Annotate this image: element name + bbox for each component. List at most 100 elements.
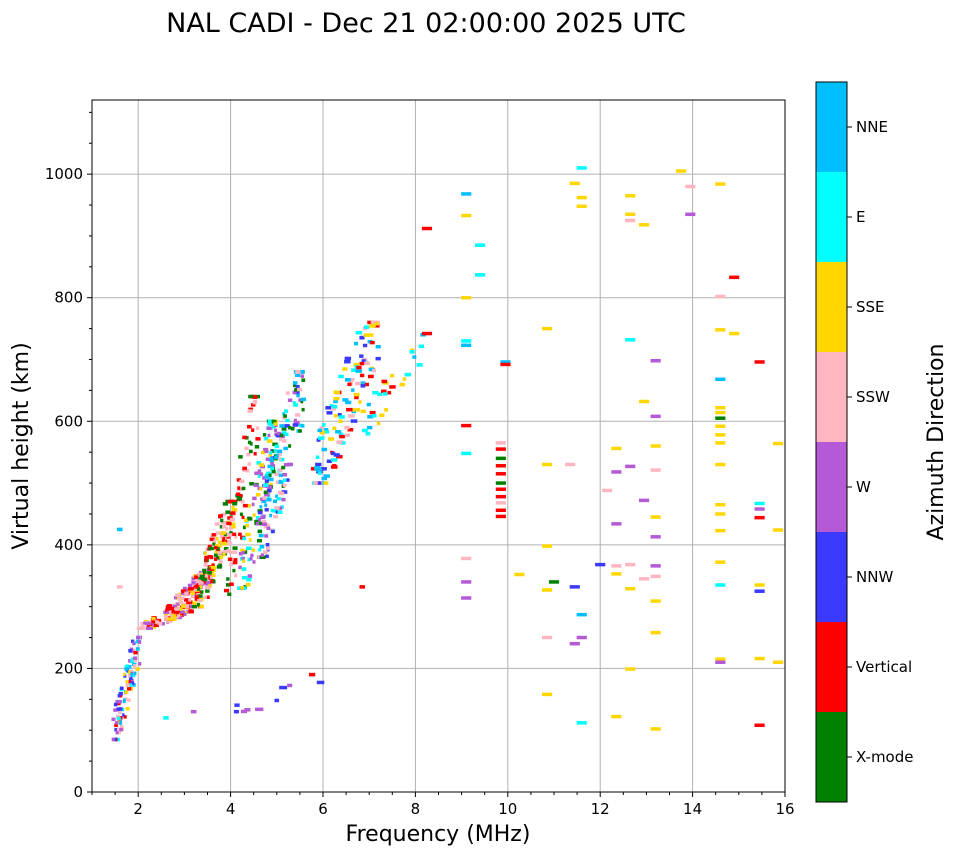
- echo-point: [178, 607, 183, 611]
- echo-point: [354, 381, 362, 386]
- echo-point: [222, 502, 229, 506]
- echo-point: [258, 547, 262, 552]
- echo-point: [205, 595, 210, 600]
- echo-point: [345, 400, 352, 405]
- echo-point: [576, 166, 587, 170]
- echo-point: [274, 505, 280, 510]
- echo-point: [541, 692, 553, 697]
- echo-point: [296, 387, 303, 392]
- echo-point: [119, 686, 124, 691]
- colorbar-frame: [815, 81, 848, 803]
- echo-point: [205, 589, 210, 593]
- echo-point: [252, 400, 258, 405]
- echo-point: [206, 586, 211, 590]
- echo-point: [273, 422, 278, 426]
- echo-point: [267, 419, 272, 424]
- echo-point: [123, 674, 127, 678]
- echo-point: [193, 577, 198, 582]
- echo-point: [611, 470, 622, 474]
- echo-point: [271, 424, 277, 429]
- echo-point: [318, 436, 325, 440]
- echo-point: [257, 469, 262, 473]
- echo-point: [367, 374, 374, 379]
- colorbar-segment: [816, 262, 847, 352]
- echo-point: [199, 585, 203, 589]
- echo-point: [353, 362, 360, 367]
- echo-point: [366, 425, 373, 430]
- echo-point: [274, 455, 279, 460]
- echo-point: [118, 693, 123, 698]
- echo-point: [220, 521, 227, 525]
- echo-point: [164, 617, 169, 621]
- echo-point: [359, 361, 365, 366]
- echo-point: [116, 585, 123, 589]
- echo-point: [356, 365, 362, 370]
- echo-point: [191, 576, 196, 581]
- echo-point: [267, 464, 273, 469]
- echo-point: [218, 560, 223, 564]
- echo-point: [495, 472, 506, 476]
- echo-point: [257, 510, 263, 515]
- echo-point: [191, 604, 197, 609]
- echo-point: [375, 356, 381, 361]
- colorbar-category-label: W: [856, 478, 871, 496]
- echo-point: [188, 604, 192, 609]
- echo-point: [274, 698, 280, 703]
- echo-point: [133, 664, 137, 668]
- echo-point: [421, 331, 433, 336]
- echo-point: [282, 412, 286, 416]
- echo-point: [274, 428, 278, 433]
- colorbar-category-label: NNW: [856, 568, 893, 586]
- echo-point: [116, 716, 121, 721]
- echo-point: [213, 545, 218, 550]
- echo-point: [123, 715, 127, 719]
- echo-point: [335, 429, 342, 434]
- echo-point: [178, 600, 184, 605]
- echo-point: [215, 556, 220, 560]
- echo-point: [214, 550, 220, 554]
- echo-point: [281, 431, 287, 435]
- echo-point: [262, 520, 267, 524]
- echo-point: [296, 429, 300, 433]
- echo-point: [204, 555, 210, 560]
- echo-point: [336, 440, 343, 445]
- x-tick-label: 10: [498, 800, 517, 818]
- echo-point: [329, 404, 334, 408]
- echo-point: [300, 424, 305, 428]
- echo-point: [226, 548, 231, 553]
- echo-point: [715, 502, 726, 507]
- echo-point: [269, 482, 273, 487]
- echo-point: [495, 501, 506, 505]
- echo-point: [333, 413, 338, 418]
- echo-point: [173, 595, 178, 600]
- echo-point: [715, 528, 726, 533]
- echo-point: [360, 409, 366, 414]
- echo-point: [308, 672, 316, 677]
- echo-point: [264, 492, 270, 497]
- echo-point: [125, 679, 128, 684]
- echo-point: [130, 681, 135, 685]
- echo-point: [265, 546, 271, 551]
- echo-point: [351, 388, 355, 392]
- echo-point: [361, 428, 368, 433]
- colorbar-category-label: SSE: [856, 298, 885, 316]
- echo-point: [278, 473, 283, 478]
- echo-point: [283, 463, 290, 467]
- echo-point: [203, 563, 208, 567]
- echo-point: [369, 340, 375, 345]
- colorbar-label: Azimuth Direction: [924, 343, 949, 540]
- echo-point: [212, 542, 216, 546]
- echo-point: [268, 477, 274, 482]
- echo-point: [166, 610, 171, 615]
- echo-point: [264, 507, 269, 512]
- echo-point: [237, 586, 243, 590]
- x-tick-label: 12: [591, 800, 610, 818]
- echo-point: [255, 516, 260, 520]
- echo-point: [231, 505, 235, 510]
- echo-point: [113, 702, 118, 707]
- echo-point: [301, 407, 305, 412]
- echo-point: [366, 402, 371, 407]
- y-tick-label: 800: [54, 289, 83, 307]
- echo-point: [576, 635, 587, 640]
- echo-point: [115, 699, 120, 704]
